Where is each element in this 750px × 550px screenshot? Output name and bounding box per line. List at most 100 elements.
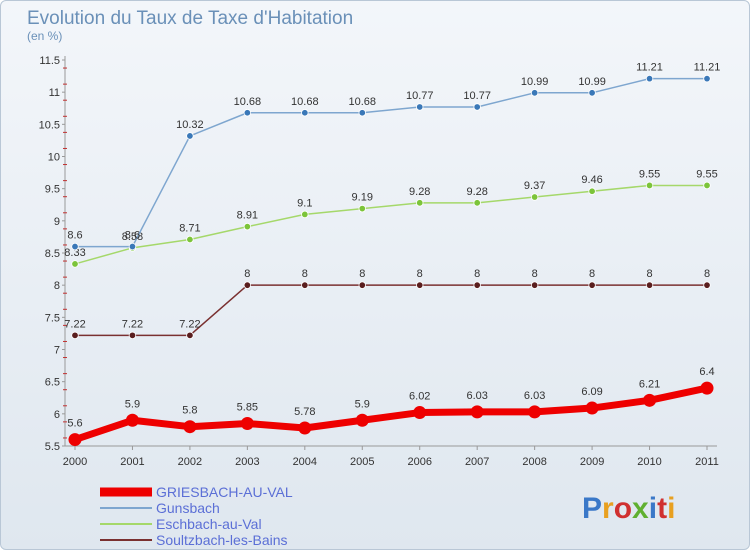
data-label-gunsbach: 8.6: [125, 230, 140, 242]
data-label-eschbach-au-val: 8.33: [64, 247, 85, 259]
data-point-griesbach-au-val: [470, 405, 484, 419]
y-tick-label: 8: [54, 280, 60, 292]
data-point-soultzbach-les-bains: [358, 281, 366, 289]
data-point-eschbach-au-val: [243, 222, 252, 231]
logo-letter: P: [582, 492, 602, 525]
data-label-eschbach-au-val: 9.46: [581, 174, 602, 186]
data-label-griesbach-au-val: 6.03: [524, 390, 545, 402]
data-label-griesbach-au-val: 6.09: [581, 386, 602, 398]
data-label-soultzbach-les-bains: 8: [474, 268, 480, 280]
x-tick-label: 2011: [695, 456, 719, 468]
data-point-eschbach-au-val: [358, 204, 366, 213]
logo-letter: r: [602, 492, 614, 525]
data-point-soultzbach-les-bains: [71, 331, 79, 340]
data-point-gunsbach: [416, 103, 424, 111]
data-label-griesbach-au-val: 6.03: [466, 390, 487, 402]
data-point-griesbach-au-val: [643, 393, 657, 407]
data-point-soultzbach-les-bains: [473, 281, 481, 289]
data-label-gunsbach: 11.21: [636, 62, 663, 74]
data-point-gunsbach: [128, 242, 137, 251]
data-point-griesbach-au-val: [183, 420, 197, 434]
proxiti-logo-text: Proxiti: [582, 492, 675, 525]
data-label-griesbach-au-val: 5.9: [125, 398, 140, 410]
data-point-soultzbach-les-bains: [588, 281, 596, 289]
x-tick-label: 2003: [235, 456, 259, 468]
x-tick-label: 2000: [63, 456, 87, 468]
data-label-soultzbach-les-bains: 8: [244, 268, 250, 280]
data-point-soultzbach-les-bains: [186, 331, 194, 340]
legend-label: Soultzbach-les-Bains: [156, 532, 288, 548]
data-label-eschbach-au-val: 8.71: [179, 222, 200, 234]
data-point-griesbach-au-val: [125, 413, 139, 427]
data-label-griesbach-au-val: 5.6: [67, 418, 82, 430]
data-point-griesbach-au-val: [528, 405, 542, 419]
x-tick-label: 2010: [637, 456, 661, 468]
data-label-gunsbach: 10.68: [349, 96, 377, 108]
y-tick-label: 7.5: [45, 312, 60, 324]
data-label-gunsbach: 10.68: [291, 96, 319, 108]
data-label-gunsbach: 10.77: [463, 90, 491, 102]
data-label-soultzbach-les-bains: 8: [359, 268, 365, 280]
x-tick-label: 2001: [120, 456, 144, 468]
data-label-gunsbach: 10.68: [234, 96, 262, 108]
data-point-gunsbach: [71, 242, 79, 251]
data-label-eschbach-au-val: 9.37: [524, 180, 545, 192]
series-line-gunsbach: [75, 77, 707, 248]
data-point-soultzbach-les-bains: [416, 281, 424, 289]
x-tick-label: 2002: [178, 456, 202, 468]
data-label-gunsbach: 10.32: [176, 119, 204, 131]
logo-letter: i: [667, 492, 675, 525]
data-point-gunsbach: [530, 89, 539, 97]
data-label-soultzbach-les-bains: 7.22: [122, 318, 143, 330]
data-point-eschbach-au-val: [416, 199, 424, 207]
proxiti-logo: Proxiti: [582, 492, 675, 525]
data-label-gunsbach: 10.77: [406, 90, 434, 102]
data-label-eschbach-au-val: 9.28: [466, 186, 487, 198]
data-label-soultzbach-les-bains: 8: [704, 268, 710, 280]
data-label-soultzbach-les-bains: 7.22: [64, 318, 85, 330]
data-point-soultzbach-les-bains: [703, 281, 711, 289]
data-point-gunsbach: [645, 74, 654, 83]
chart-subtitle: (en %): [27, 29, 62, 43]
legend-label: Eschbach-au-Val: [156, 516, 262, 532]
data-label-eschbach-au-val: 9.19: [352, 192, 373, 204]
data-point-gunsbach: [186, 132, 194, 140]
data-label-soultzbach-les-bains: 8: [532, 268, 538, 280]
data-label-eschbach-au-val: 9.1: [297, 197, 312, 209]
data-label-eschbach-au-val: 9.28: [409, 186, 430, 198]
data-point-gunsbach: [301, 109, 309, 117]
data-point-soultzbach-les-bains: [301, 281, 309, 289]
data-point-griesbach-au-val: [298, 421, 312, 435]
y-tick-label: 10.5: [39, 119, 60, 131]
data-point-gunsbach: [243, 109, 252, 117]
data-label-griesbach-au-val: 6.02: [409, 391, 430, 403]
data-point-griesbach-au-val: [700, 381, 714, 395]
data-point-soultzbach-les-bains: [530, 281, 539, 289]
data-point-griesbach-au-val: [355, 413, 369, 427]
y-tick-label: 6.5: [45, 377, 60, 389]
chart-title: Evolution du Taux de Taxe d'Habitation: [27, 8, 353, 29]
y-tick-label: 6: [54, 409, 60, 421]
data-label-soultzbach-les-bains: 8: [302, 268, 308, 280]
data-point-eschbach-au-val: [186, 235, 194, 244]
data-point-gunsbach: [703, 74, 711, 83]
data-point-gunsbach: [473, 103, 481, 111]
y-tick-label: 11.5: [39, 55, 60, 67]
data-label-gunsbach: 10.99: [578, 76, 606, 88]
logo-letter: t: [657, 492, 667, 525]
data-point-eschbach-au-val: [703, 181, 711, 190]
data-label-eschbach-au-val: 8.91: [237, 210, 258, 222]
data-label-griesbach-au-val: 5.85: [237, 401, 258, 413]
data-point-gunsbach: [358, 109, 366, 117]
data-label-griesbach-au-val: 5.8: [182, 405, 197, 417]
data-point-eschbach-au-val: [645, 181, 654, 190]
data-point-griesbach-au-val: [413, 406, 427, 420]
data-point-eschbach-au-val: [71, 260, 79, 268]
legend-label: GRIESBACH-AU-VAL: [156, 484, 293, 500]
x-tick-label: 2007: [465, 456, 489, 468]
y-tick-label: 9.5: [45, 184, 60, 196]
logo-letter: i: [649, 492, 657, 525]
data-label-griesbach-au-val: 6.4: [699, 366, 714, 378]
data-label-griesbach-au-val: 5.9: [355, 398, 370, 410]
